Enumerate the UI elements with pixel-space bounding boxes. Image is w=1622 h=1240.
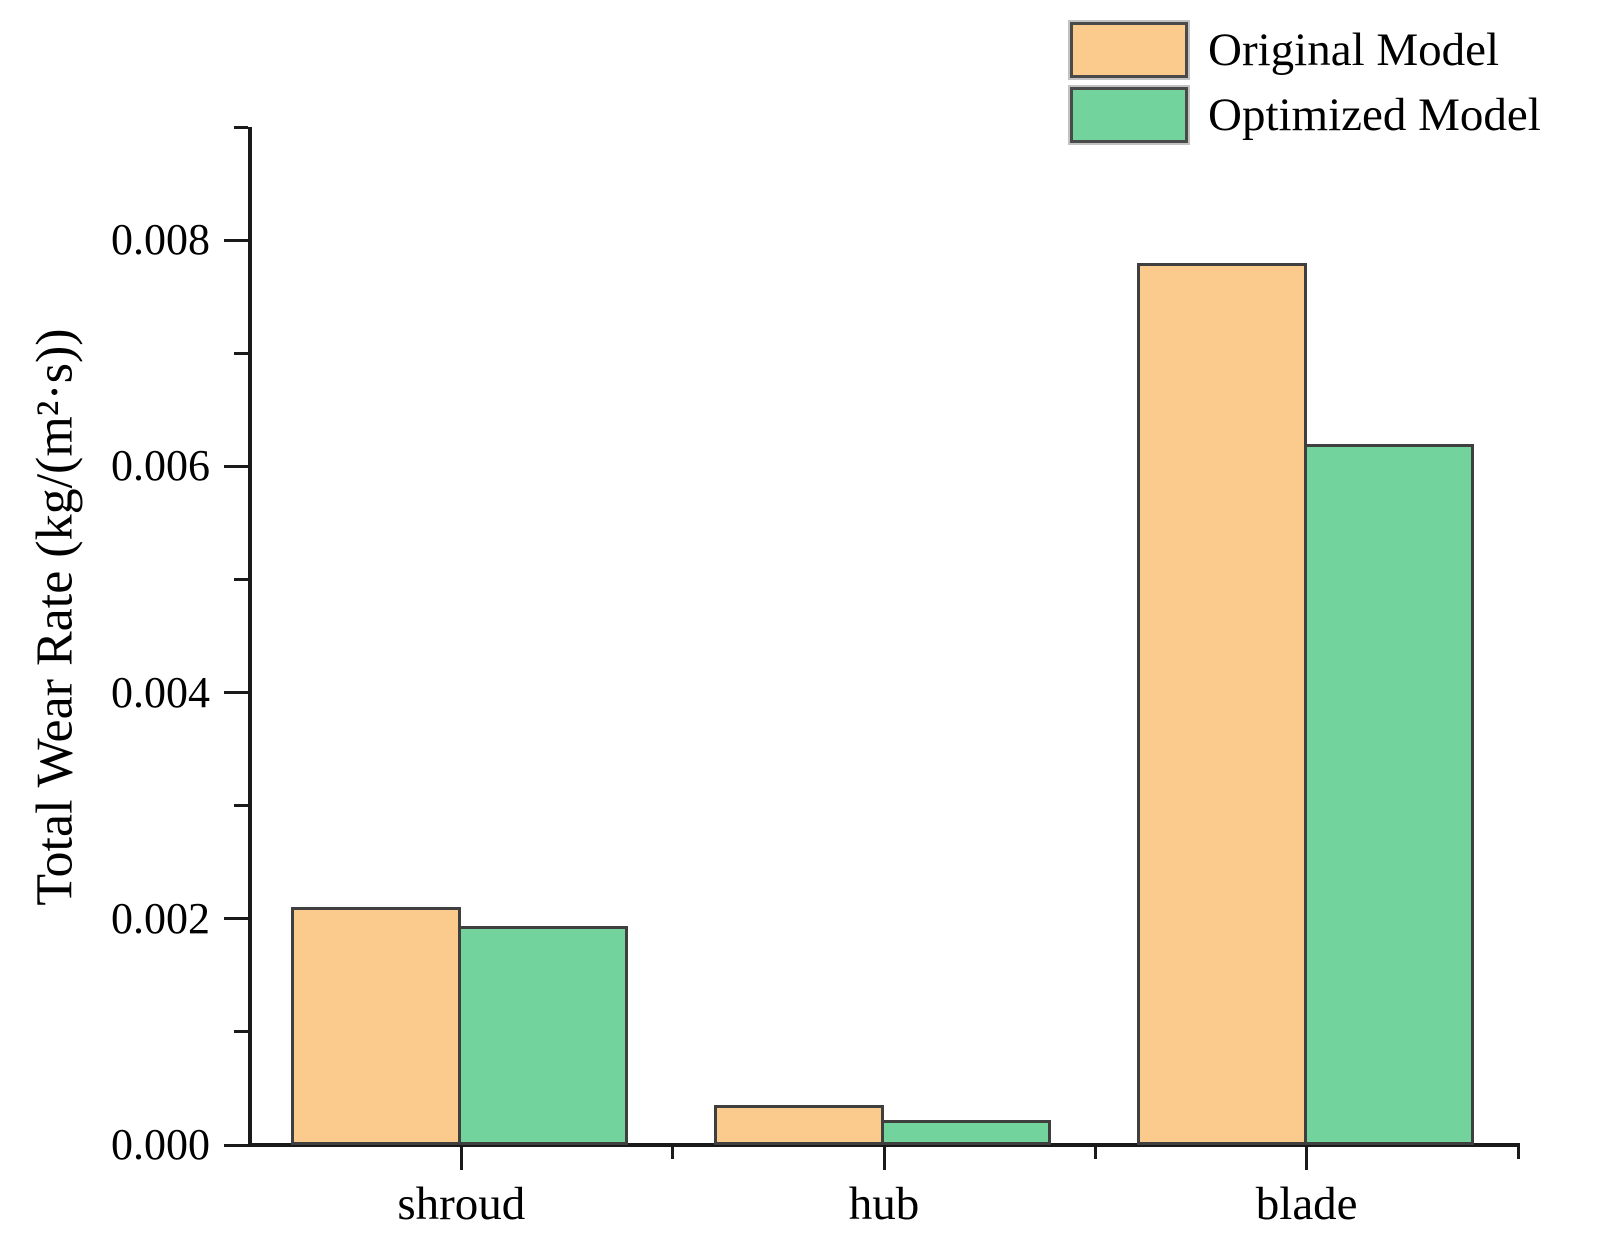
bar-optimized-model-blade (1303, 443, 1474, 1145)
y-tick-label: 0.004 (111, 667, 210, 717)
y-major-tick (224, 464, 248, 468)
x-category-label: blade (1255, 1178, 1358, 1230)
y-tick-label: 0.002 (111, 893, 210, 943)
legend-swatch-optimized-model (1070, 87, 1188, 143)
x-minor-tick (671, 1145, 675, 1159)
bar-optimized-model-shroud (458, 925, 629, 1145)
legend-swatch-original-model (1070, 22, 1188, 78)
y-major-tick (224, 917, 248, 921)
x-major-tick (459, 1145, 463, 1170)
y-minor-tick (234, 804, 248, 808)
x-minor-tick (1093, 1145, 1097, 1159)
x-category-label: hub (848, 1178, 920, 1230)
x-major-tick (1305, 1145, 1309, 1170)
y-tick-label: 0.006 (111, 441, 210, 491)
x-major-tick (882, 1145, 886, 1170)
bar-original-model-shroud (291, 907, 462, 1145)
y-axis-title: Total Wear Rate (kg/(m²·s)) (26, 328, 84, 906)
y-minor-tick (234, 577, 248, 581)
y-minor-tick (234, 351, 248, 355)
y-major-tick (224, 238, 248, 242)
plot-area: 0.000 0.002 0.004 0.006 0.008 shroud hub blade (111, 125, 1520, 1230)
x-category-label: shroud (397, 1178, 526, 1230)
legend: Original Model Optimized Model (1070, 22, 1541, 143)
y-tick-label: 0.008 (111, 215, 210, 265)
legend-label: Original Model (1208, 24, 1500, 76)
bar-original-model-blade (1136, 262, 1307, 1145)
bar-original-model-hub (714, 1105, 884, 1145)
legend-item-original-model: Original Model (1070, 22, 1541, 78)
y-axis-line (248, 127, 252, 1147)
x-minor-tick (1516, 1145, 1520, 1159)
bar-optimized-model-hub (881, 1120, 1051, 1145)
legend-item-optimized-model: Optimized Model (1070, 87, 1541, 143)
y-major-tick (224, 1143, 248, 1147)
y-minor-tick (234, 1030, 248, 1034)
y-tick-label: 0.000 (111, 1120, 210, 1169)
legend-label: Optimized Model (1208, 89, 1541, 141)
y-major-tick (224, 691, 248, 695)
y-minor-tick (234, 125, 248, 129)
